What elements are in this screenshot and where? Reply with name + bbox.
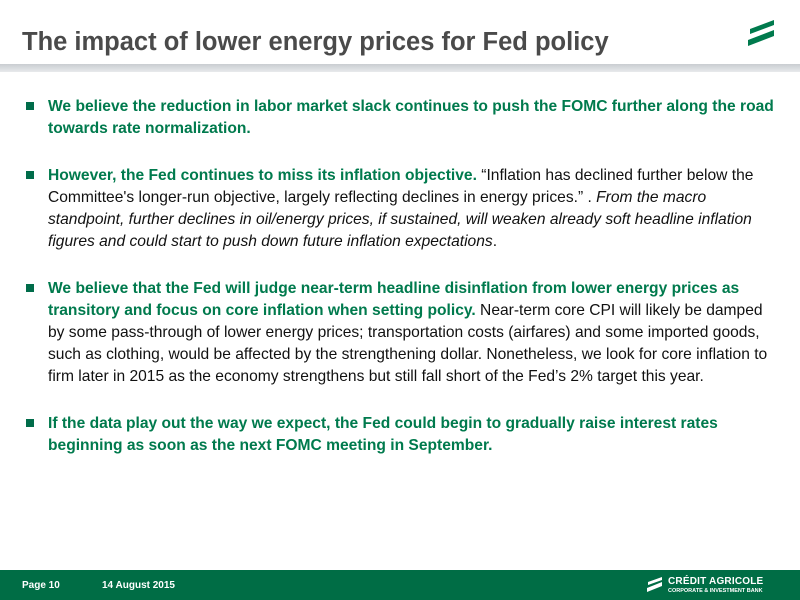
footer-bar: Page 10 14 August 2015 CRÉDIT AGRICOLE C… bbox=[0, 570, 800, 600]
bullet-item: We believe the reduction in labor market… bbox=[24, 96, 774, 140]
brand-name: CRÉDIT AGRICOLE bbox=[668, 576, 764, 587]
brand-subtitle: CORPORATE & INVESTMENT BANK bbox=[668, 588, 763, 594]
square-bullet-icon bbox=[26, 171, 34, 179]
bullet-list: We believe the reduction in labor market… bbox=[24, 96, 774, 482]
bullet-end-text: . bbox=[492, 233, 498, 250]
bullet-item: We believe that the Fed will judge near-… bbox=[24, 278, 774, 388]
title-divider bbox=[0, 64, 800, 72]
page-number: Page 10 bbox=[22, 580, 60, 591]
bullet-body-text: Near-term core CPI will likely be damped… bbox=[48, 302, 768, 385]
slide-title: The impact of lower energy prices for Fe… bbox=[22, 28, 609, 56]
bullet-italic-text: From the macro standpoint, further decli… bbox=[48, 189, 752, 250]
square-bullet-icon bbox=[26, 284, 34, 292]
bullet-quote-text: “Inflation has declined further below th… bbox=[48, 167, 754, 206]
bullet-bold-text: We believe the reduction in labor market… bbox=[48, 98, 774, 137]
bullet-bold-text: We believe that the Fed will judge near-… bbox=[48, 280, 740, 319]
footer-date: 14 August 2015 bbox=[102, 580, 175, 591]
credit-agricole-brand-icon bbox=[647, 577, 662, 592]
bullet-item: If the data play out the way we expect, … bbox=[24, 413, 774, 457]
square-bullet-icon bbox=[26, 419, 34, 427]
bullet-item: However, the Fed continues to miss its i… bbox=[24, 165, 774, 253]
credit-agricole-logo-icon bbox=[748, 20, 774, 46]
bullet-bold-text: If the data play out the way we expect, … bbox=[48, 415, 718, 454]
square-bullet-icon bbox=[26, 102, 34, 110]
brand-logo: CRÉDIT AGRICOLE CORPORATE & INVESTMENT B… bbox=[646, 575, 796, 597]
bullet-bold-text: However, the Fed continues to miss its i… bbox=[48, 167, 477, 184]
